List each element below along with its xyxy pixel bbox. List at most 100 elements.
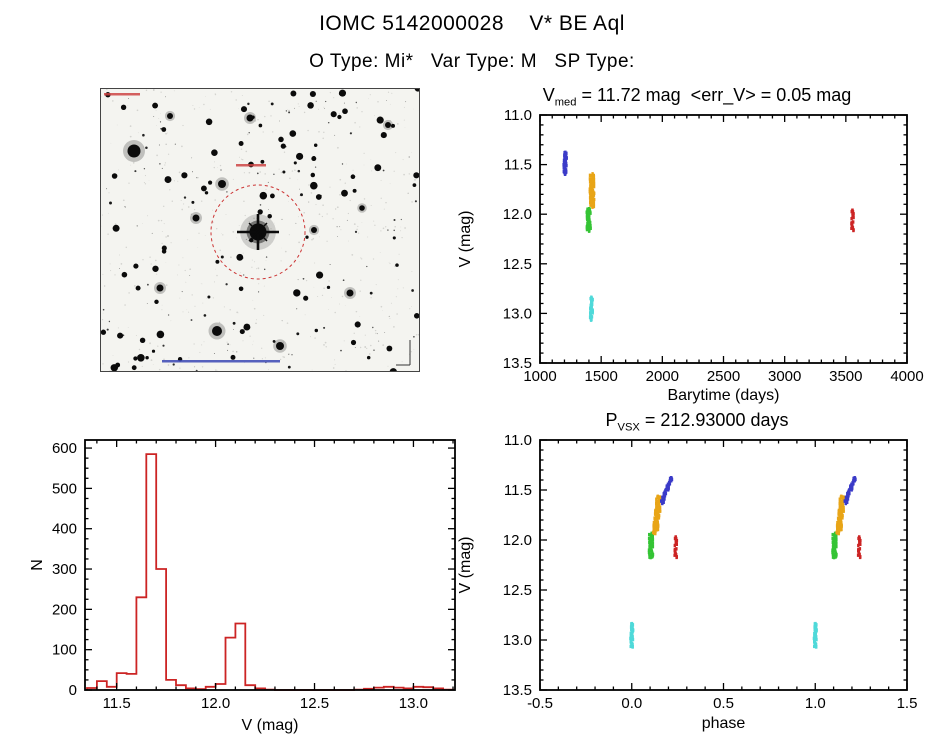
bright-star xyxy=(246,114,254,122)
data-point xyxy=(593,191,596,195)
speckle-dot xyxy=(110,270,112,272)
speckle-dot xyxy=(212,297,215,299)
data-point xyxy=(675,547,678,551)
speckle-dot xyxy=(393,170,395,172)
star xyxy=(300,193,303,197)
speckle-dot xyxy=(182,124,184,127)
speckle-dot xyxy=(173,180,175,182)
speckle-dot xyxy=(201,283,203,285)
phasecurve-cluster-green-repeat xyxy=(831,531,838,560)
star xyxy=(181,291,183,293)
speckle-dot xyxy=(241,95,243,96)
speckle-dot xyxy=(338,113,340,115)
star xyxy=(152,265,159,272)
speckle-dot xyxy=(165,284,168,286)
data-point xyxy=(586,225,589,230)
star xyxy=(355,101,357,104)
speckle-dot xyxy=(298,216,299,218)
star xyxy=(335,208,337,210)
data-point xyxy=(844,495,848,499)
star xyxy=(164,176,172,184)
speckle-dot xyxy=(361,258,363,260)
speckle-dot xyxy=(160,219,163,222)
data-point xyxy=(852,220,855,224)
speckle-dot xyxy=(167,132,168,134)
star xyxy=(289,130,297,137)
data-point xyxy=(654,512,657,516)
phasecurve-title-subscript: VSX xyxy=(617,421,640,434)
data-point xyxy=(629,625,633,629)
star xyxy=(391,123,395,128)
speckle-dot xyxy=(415,334,418,336)
star xyxy=(312,156,316,159)
star xyxy=(303,295,309,301)
speckle-dot xyxy=(395,152,397,154)
data-point xyxy=(631,637,635,642)
data-point xyxy=(564,159,567,163)
speckle-dot xyxy=(280,260,282,262)
speckle-dot xyxy=(305,279,308,282)
star xyxy=(104,285,106,287)
data-point xyxy=(592,175,595,180)
phasecurve-tick-labels: -0.5 0.0 0.5 1.0 1.5 11.0 11.5 12.0 12.5 13.0 13.5 xyxy=(503,432,918,712)
star xyxy=(137,354,145,362)
speckle-dot xyxy=(161,304,163,306)
data-point xyxy=(589,188,592,193)
speckle-dot xyxy=(167,153,170,155)
speckle-dot xyxy=(359,316,361,317)
data-point xyxy=(852,228,855,233)
speckle-dot xyxy=(213,281,216,283)
speckle-dot xyxy=(374,329,377,332)
star xyxy=(354,346,356,348)
star xyxy=(124,206,125,208)
star xyxy=(346,219,348,221)
speckle-dot xyxy=(198,107,200,109)
phasecurve-cluster-red-b xyxy=(673,547,678,560)
speckle-dot xyxy=(248,220,250,222)
star xyxy=(299,188,301,190)
star xyxy=(281,320,283,322)
speckle-dot xyxy=(363,152,365,154)
star xyxy=(393,218,396,222)
speckle-dot xyxy=(367,98,369,100)
speckle-dot xyxy=(186,309,188,311)
data-point xyxy=(592,194,595,198)
star xyxy=(341,189,348,197)
speckle-dot xyxy=(359,126,361,128)
speckle-dot xyxy=(263,314,265,316)
star xyxy=(161,127,167,132)
speckle-dot xyxy=(170,242,172,244)
star xyxy=(152,102,159,109)
speckle-dot xyxy=(156,125,158,126)
data-point xyxy=(653,528,657,533)
star xyxy=(248,132,250,134)
speckle-dot xyxy=(375,332,377,335)
speckle-dot xyxy=(117,327,119,329)
data-point xyxy=(565,164,568,168)
speckle-dot xyxy=(305,229,307,231)
speckle-dot xyxy=(331,297,332,298)
star xyxy=(259,191,268,200)
star xyxy=(253,357,255,359)
star xyxy=(395,263,399,267)
speckle-dot xyxy=(147,215,149,217)
star xyxy=(413,335,415,338)
star xyxy=(272,339,276,343)
speckle-dot xyxy=(360,257,362,259)
speckle-dot xyxy=(127,327,129,328)
phasecurve-cluster-blue xyxy=(660,476,674,506)
star xyxy=(191,157,193,159)
speckle-dot xyxy=(102,312,104,314)
speckle-dot xyxy=(246,133,249,136)
phasecurve-ticks xyxy=(539,439,908,691)
lightcurve-ytick-label: 13.5 xyxy=(503,355,532,372)
speckle-dot xyxy=(401,361,403,363)
speckle-dot xyxy=(154,259,157,262)
speckle-dot xyxy=(344,304,346,306)
speckle-dot xyxy=(408,173,411,175)
star xyxy=(329,264,331,265)
data-point xyxy=(839,506,842,511)
speckle-dot xyxy=(261,358,264,360)
speckle-dot xyxy=(270,115,272,117)
